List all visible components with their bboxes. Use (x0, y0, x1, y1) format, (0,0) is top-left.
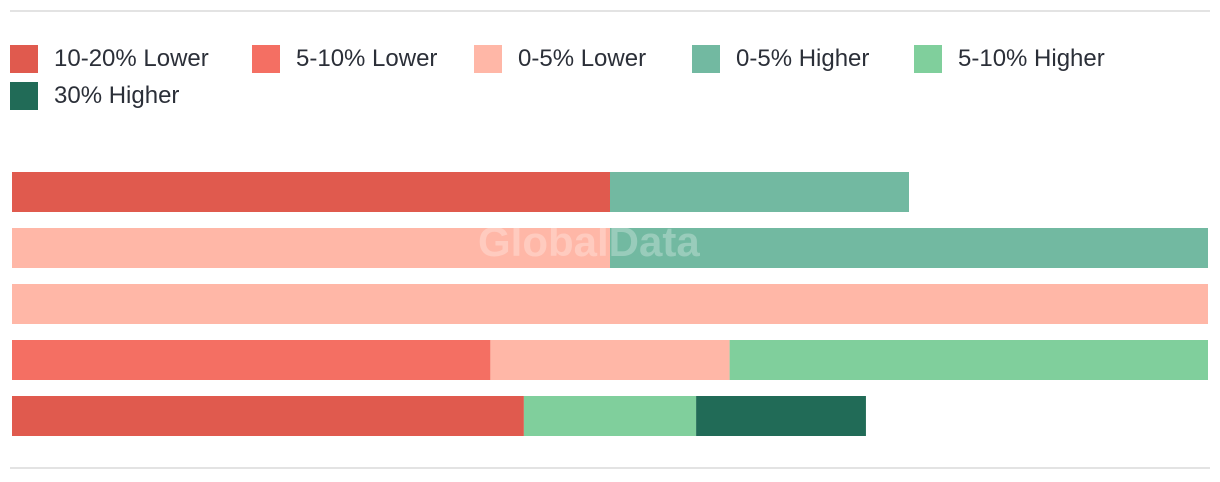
bar-row-1 (12, 172, 909, 212)
legend-item-10-20-lower: 10-20% Lower (10, 44, 209, 74)
bar-segment-s1-row-1 (12, 172, 610, 212)
legend-swatch (914, 45, 942, 73)
bar-row-3 (12, 284, 1208, 324)
legend-label: 5-10% Higher (958, 45, 1105, 72)
legend-label: 30% Higher (54, 82, 180, 109)
bar-segment-s4-row-1 (610, 172, 909, 212)
bar-row-5 (12, 396, 866, 436)
legend-swatch (252, 45, 280, 73)
bar-segment-s5-row-5 (523, 396, 697, 436)
legend-swatch (10, 45, 38, 73)
bar-row-2 (12, 228, 1208, 268)
legend-label: 5-10% Lower (296, 45, 438, 72)
bar-segment-s4-row-2 (610, 228, 1208, 268)
bar-segment-s1-row-5 (12, 396, 524, 436)
legend-swatch (474, 45, 502, 73)
bar-segment-s3-row-3 (12, 284, 1208, 324)
legend-label: 0-5% Lower (518, 45, 647, 72)
bottom-divider (10, 467, 1210, 469)
legend-item-5-10-lower: 5-10% Lower (252, 44, 437, 74)
legend-swatch (692, 45, 720, 73)
legend-item-0-5-higher: 0-5% Higher (692, 44, 869, 74)
bar-segment-s5-row-4 (729, 340, 1208, 380)
bar-segment-s2-row-4 (12, 340, 491, 380)
legend-swatch (10, 82, 38, 110)
legend-item-5-10-higher: 5-10% Higher (914, 44, 1105, 74)
legend-label: 0-5% Higher (736, 45, 870, 72)
bar-row-4 (12, 340, 1208, 380)
bar-segment-s3-row-2 (12, 228, 610, 268)
bar-segment-s6-row-5 (696, 396, 866, 436)
legend-label: 10-20% Lower (54, 45, 209, 72)
top-divider (10, 10, 1210, 12)
legend-item-30-higher: 30% Higher (10, 81, 179, 111)
bar-segment-s3-row-4 (490, 340, 730, 380)
legend-item-0-5-lower: 0-5% Lower (474, 44, 646, 74)
